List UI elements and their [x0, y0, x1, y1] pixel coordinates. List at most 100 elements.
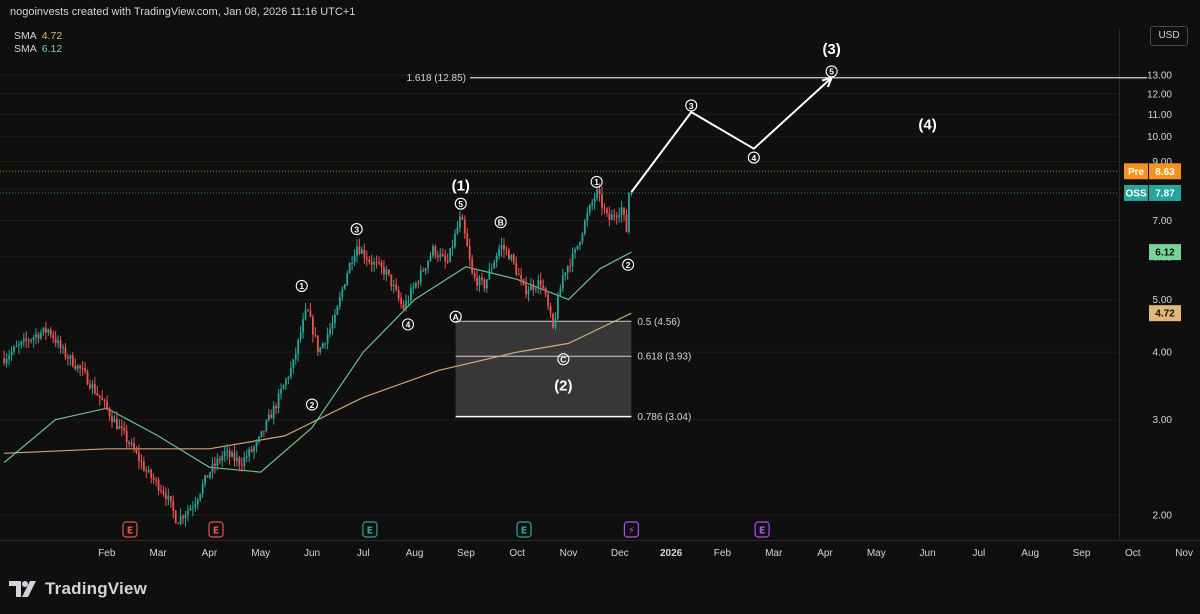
candle-body [218, 458, 221, 461]
price-badge [1149, 244, 1181, 261]
sma-slow-legend[interactable]: SMA 4.72 [14, 30, 62, 42]
wave-label-major: (4) [918, 117, 936, 134]
price-tick-label: 5.00 [1153, 295, 1173, 306]
candle-body [503, 245, 505, 250]
candle-body [488, 269, 491, 280]
candle-body [98, 395, 101, 398]
price-axis[interactable]: 2.003.004.005.006.007.008.009.0010.0011.… [1147, 71, 1172, 522]
candle-body [40, 332, 42, 339]
candle-body [304, 309, 307, 320]
candle-body [417, 282, 420, 284]
candle-body [365, 257, 368, 260]
candle-body [191, 507, 194, 509]
earnings-marker[interactable] [754, 521, 770, 538]
candle-body [356, 246, 358, 256]
wave-label-minor: 1 [299, 281, 304, 291]
candle-body [314, 334, 317, 336]
candle-body [581, 233, 584, 242]
candle-body [204, 475, 206, 484]
candle-body [628, 192, 630, 232]
candle-body [265, 420, 268, 431]
price-tick-label: 2.00 [1153, 511, 1173, 522]
time-tick-label: Feb [714, 548, 732, 559]
price-tick-label: 11.00 [1148, 110, 1173, 121]
price-badge-tag [1124, 163, 1148, 180]
candle-body [282, 385, 285, 390]
earnings-marker[interactable] [208, 521, 224, 538]
wave-label-minor: 2 [626, 260, 631, 270]
price-tick-label: 13.00 [1147, 71, 1172, 82]
candle-body [8, 355, 10, 360]
time-tick-label: Dec [611, 548, 629, 559]
candle-body [20, 341, 23, 345]
candle-body [138, 452, 140, 462]
candle-body [481, 277, 483, 280]
candle-body [214, 463, 216, 466]
candle-body [591, 202, 594, 206]
candle-body [353, 255, 356, 263]
candle-body [414, 282, 417, 288]
sma-fast-legend[interactable]: SMA 6.12 [14, 43, 62, 55]
candle-body [522, 279, 525, 285]
candle-body [67, 357, 69, 359]
time-axis[interactable]: Feb Mar Apr May Jun Jul Aug Sep Oct Nov Dec 2026 Feb… [98, 548, 1193, 559]
earnings-marker[interactable] [362, 521, 378, 538]
candle-body [476, 277, 478, 286]
projection-path [630, 76, 833, 193]
candle-body [15, 346, 18, 348]
candle-body [363, 249, 366, 258]
candle-body [47, 329, 50, 333]
candle-body [84, 368, 86, 372]
candle-body [287, 377, 290, 380]
candle-body [561, 275, 564, 289]
candle-body [544, 287, 547, 295]
event-markers[interactable]: E E E E ⚡ E [122, 521, 770, 538]
candle-body [223, 451, 226, 456]
candle-body [211, 463, 214, 473]
candle-body [240, 464, 243, 466]
candle-body [13, 346, 15, 352]
candle-body [37, 334, 40, 339]
candle-body [346, 273, 349, 285]
currency-button[interactable]: USD [1150, 26, 1188, 46]
candle-body [368, 259, 371, 262]
candle-body [128, 442, 131, 445]
price-badge-value: 6.12 [1155, 248, 1175, 259]
candle-body [601, 193, 603, 208]
tradingview-logo[interactable]: TradingView [8, 576, 147, 602]
earnings-marker[interactable] [516, 521, 532, 538]
candle-body [427, 260, 429, 269]
candle-body [444, 255, 447, 262]
candle-body [260, 430, 263, 437]
earnings-marker-label: E [759, 526, 766, 537]
candle-body [530, 284, 532, 291]
price-badge [1149, 163, 1181, 180]
candle-body [539, 280, 542, 286]
fibonacci-group: 0.5 (4.56) 0.618 (3.93) 0.786 (3.04) 1.618 … [0, 73, 1147, 516]
candle-body [91, 383, 94, 389]
candle-body [130, 442, 133, 445]
candle-body [527, 290, 530, 295]
candle-body [338, 297, 341, 307]
candle-body [598, 189, 601, 194]
candle-body [125, 430, 128, 443]
candle-body [253, 447, 255, 452]
candle-body [515, 262, 518, 275]
wave-label-minor: A [453, 312, 459, 322]
fib-extension-label: 1.618 (12.85) [407, 73, 467, 84]
candle-body [429, 255, 432, 261]
candle-body [64, 347, 67, 358]
earnings-marker[interactable] [623, 521, 639, 538]
candle-body [228, 450, 231, 457]
candle-body [534, 288, 537, 290]
wave-label-minor: 4 [406, 320, 411, 330]
earnings-marker[interactable] [122, 521, 138, 538]
candle-body [432, 246, 434, 256]
candle-body [49, 329, 52, 335]
candle-body [147, 469, 150, 472]
candle-body [579, 241, 581, 246]
sma-slow-value: 4.72 [41, 30, 63, 42]
sma-slow-line [4, 312, 632, 454]
wave-label-minor: 2 [310, 400, 315, 410]
